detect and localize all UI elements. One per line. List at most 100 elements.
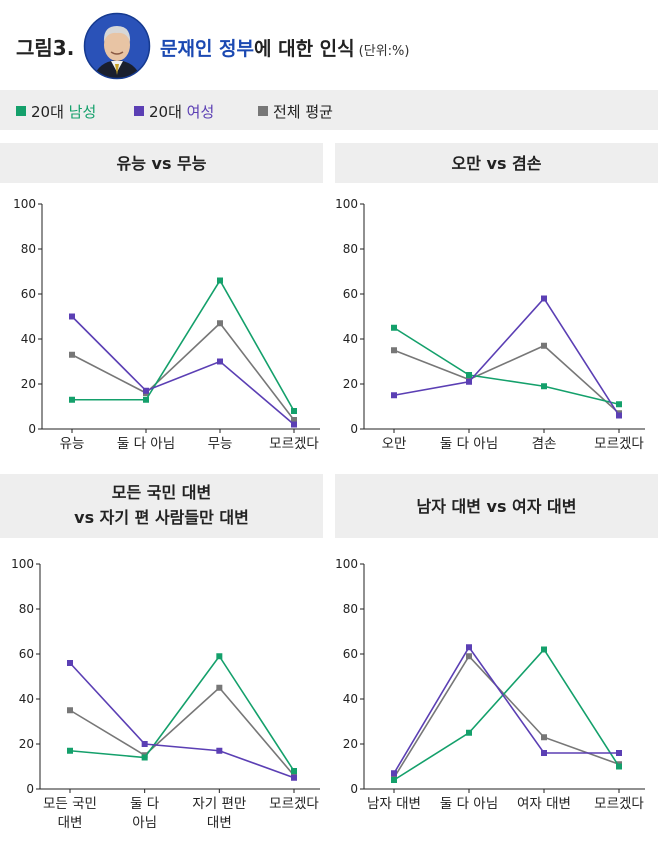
y-tick-label: 80 bbox=[343, 602, 358, 616]
series-line-male bbox=[393, 648, 620, 781]
data-point-average bbox=[291, 417, 297, 423]
legend-swatch-average bbox=[258, 106, 268, 116]
figure-title: 문재인 정부에 대한 인식 (단위:%) bbox=[160, 34, 409, 61]
chart-panel-3: 모든 국민 대변 vs 자기 편 사람들만 대변 0 20 40 60 80 100 모든 국민… bbox=[0, 474, 323, 831]
legend-label: 여성 bbox=[186, 103, 215, 121]
data-point-average bbox=[466, 653, 472, 660]
unit-label: (단위:%) bbox=[358, 44, 410, 59]
y-tick-label: 0 bbox=[350, 422, 358, 436]
legend-item-female: 20대 여성 bbox=[134, 101, 214, 122]
chart-panel-1: 유능 vs 무능 0 20 40 60 80 100 유능 둘 다 아님 무능 모르겠다 bbox=[0, 143, 323, 452]
chart-title: 모든 국민 대변 bbox=[112, 483, 211, 502]
y-tick-label: 100 bbox=[11, 557, 34, 571]
y-tick-label: 0 bbox=[26, 782, 34, 796]
series-line-average bbox=[393, 344, 620, 414]
data-point-male bbox=[616, 763, 622, 770]
y-tick-label: 20 bbox=[19, 737, 34, 751]
x-tick-label: 무능 bbox=[208, 436, 233, 452]
series-line-female bbox=[71, 315, 295, 426]
president-portrait-icon bbox=[83, 12, 151, 80]
y-tick-label: 40 bbox=[343, 332, 358, 346]
x-tick-label: 둘 다 bbox=[130, 796, 160, 812]
y-tick-label: 40 bbox=[21, 332, 36, 346]
y-tick-label: 60 bbox=[343, 647, 358, 661]
x-tick-label: 남자 대변 bbox=[367, 796, 421, 812]
y-tick-label: 100 bbox=[335, 557, 358, 571]
y-tick-label: 20 bbox=[343, 737, 358, 751]
chart-title: 유능 vs 무능 bbox=[117, 154, 207, 173]
legend-label: 남성 bbox=[68, 103, 97, 121]
data-point-male bbox=[67, 747, 73, 754]
data-point-female bbox=[216, 747, 223, 754]
data-point-female bbox=[466, 644, 472, 651]
chart-header-band bbox=[335, 143, 658, 183]
data-point-female bbox=[143, 387, 149, 394]
y-tick-label: 40 bbox=[19, 692, 34, 706]
y-tick-label: 40 bbox=[343, 692, 358, 706]
legend-swatch-female bbox=[134, 106, 144, 116]
x-tick-label: 여자 대변 bbox=[517, 796, 571, 812]
series-line-female bbox=[393, 645, 619, 774]
title-highlight: 문재인 정부 bbox=[160, 38, 255, 60]
legend: 20대 남성 20대 여성 전체 평균 bbox=[0, 90, 658, 130]
data-point-average bbox=[391, 347, 397, 354]
x-tick-label: 모르겠다 bbox=[269, 796, 319, 812]
data-point-female bbox=[541, 295, 547, 302]
x-tick-label: 오만 bbox=[382, 436, 407, 452]
data-point-male bbox=[141, 754, 148, 761]
data-point-male bbox=[541, 646, 547, 653]
figure-label: 그림3. bbox=[16, 36, 75, 60]
legend-item-average: 전체 평균 bbox=[258, 101, 333, 122]
data-point-female bbox=[67, 660, 73, 666]
data-point-female bbox=[291, 421, 297, 428]
y-tick-label: 80 bbox=[19, 602, 34, 616]
x-tick-label: 대변 bbox=[58, 815, 83, 831]
y-tick-label: 80 bbox=[343, 242, 358, 256]
data-point-male bbox=[466, 372, 472, 378]
x-tick-label: 자기 편만 bbox=[192, 796, 246, 812]
x-tick-label: 둘 다 아님 bbox=[117, 436, 175, 452]
series-line-female bbox=[393, 297, 620, 416]
legend-prefix: 20대 bbox=[31, 103, 64, 121]
series-line-male bbox=[72, 278, 295, 412]
y-tick-label: 100 bbox=[13, 197, 36, 211]
data-point-female bbox=[391, 392, 397, 399]
chart-header-band bbox=[335, 474, 658, 538]
data-point-male bbox=[143, 396, 149, 403]
y-tick-label: 20 bbox=[21, 377, 36, 391]
chart-header-band bbox=[0, 143, 323, 183]
data-point-female bbox=[217, 358, 223, 365]
data-point-average bbox=[541, 342, 547, 349]
x-tick-label: 대변 bbox=[207, 815, 232, 831]
data-point-male bbox=[466, 729, 472, 736]
data-point-average bbox=[541, 734, 547, 741]
title-rest: 에 대한 인식 bbox=[254, 38, 355, 60]
legend-item-male: 20대 남성 bbox=[16, 101, 96, 122]
data-point-female bbox=[391, 770, 397, 777]
data-point-male bbox=[391, 324, 397, 331]
y-tick-label: 20 bbox=[343, 377, 358, 391]
data-point-female bbox=[616, 750, 622, 756]
x-tick-label: 모르겠다 bbox=[269, 436, 319, 452]
x-tick-label: 아님 bbox=[132, 815, 157, 831]
chart-title: 남자 대변 vs 여자 대변 bbox=[417, 497, 577, 516]
chart-title: 오만 vs 겸손 bbox=[452, 154, 542, 173]
chart-panel-2: 오만 vs 겸손 0 20 40 60 80 100 오만 둘 다 아님 겸손 모르겠다 bbox=[335, 143, 658, 452]
x-tick-label: 둘 다 아님 bbox=[440, 436, 498, 452]
x-tick-label: 모르겠다 bbox=[594, 436, 644, 452]
y-tick-label: 100 bbox=[335, 197, 358, 211]
data-point-female bbox=[69, 313, 75, 320]
x-tick-label: 둘 다 아님 bbox=[440, 796, 498, 812]
chart-panel-4: 남자 대변 vs 여자 대변 0 20 40 60 80 100 남자 대변 둘 다 아님 여자 … bbox=[335, 474, 658, 812]
data-point-average bbox=[67, 707, 73, 714]
data-point-female bbox=[466, 378, 472, 385]
data-point-male bbox=[391, 777, 397, 783]
data-point-average bbox=[217, 320, 223, 327]
data-point-male bbox=[216, 653, 223, 660]
data-point-average bbox=[216, 684, 223, 691]
data-point-male bbox=[217, 277, 223, 284]
y-tick-label: 60 bbox=[21, 287, 36, 301]
series-line-male bbox=[69, 654, 295, 772]
